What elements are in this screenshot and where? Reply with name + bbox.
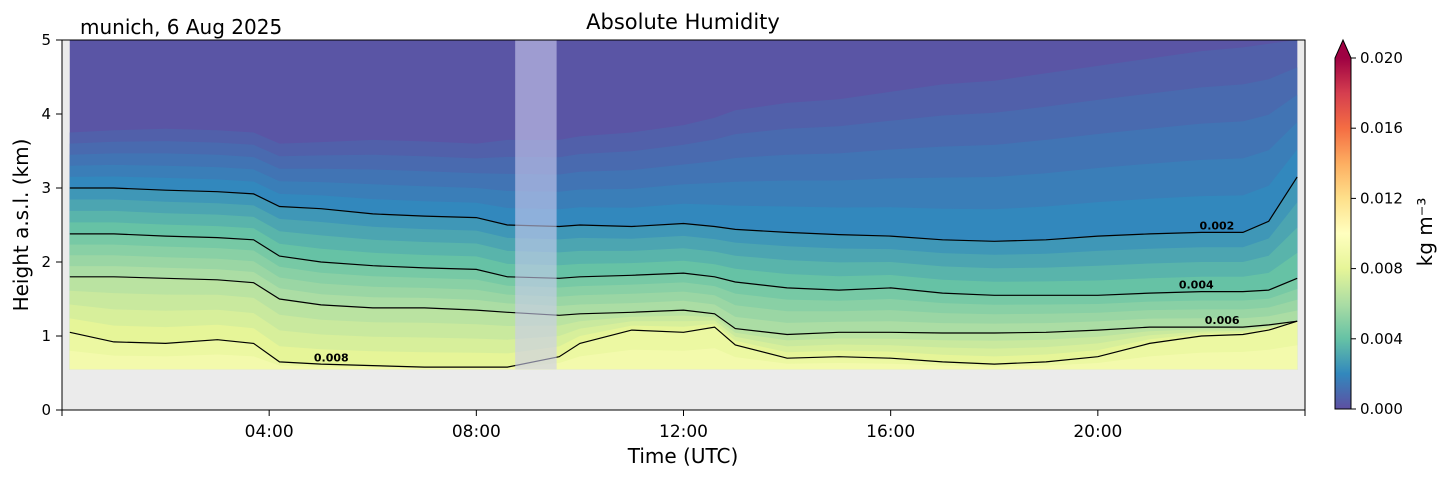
y-axis: 0 1 2 3 4 5 [41, 31, 62, 419]
x-tick-label: 12:00 [659, 422, 708, 442]
colorbar-tick-label: 0.004 [1360, 330, 1403, 348]
contour-label: 0.008 [314, 351, 349, 364]
colorbar-extend-arrow [1335, 40, 1351, 58]
x-tick-label: 16:00 [866, 422, 915, 442]
colorbar-tick-label: 0.000 [1360, 400, 1403, 418]
y-tick-label: 5 [41, 31, 51, 49]
contour-line [69, 176, 1298, 242]
y-tick-label: 1 [41, 327, 51, 345]
contour-label: 0.002 [1200, 219, 1235, 232]
humidity-field [69, 40, 1298, 370]
colorbar-label: kg m⁻³ [1413, 198, 1437, 267]
y-tick-label: 0 [41, 401, 51, 419]
colorbar-tick-label: 0.016 [1360, 119, 1403, 137]
y-tick-label: 3 [41, 179, 51, 197]
contour-label: 0.006 [1205, 314, 1240, 327]
x-axis-label: Time (UTC) [627, 444, 739, 468]
contour-lines: 0.002 0.004 0.006 0.008 [69, 176, 1298, 368]
contour-line [69, 276, 1298, 336]
x-tick-label: 04:00 [245, 422, 294, 442]
y-tick-label: 2 [41, 253, 51, 271]
colorbar-frame [1334, 38, 1352, 410]
colorbar: 0.000 0.004 0.008 0.012 0.016 0.020 [1334, 38, 1403, 418]
contour-label: 0.004 [1179, 279, 1214, 292]
contour-line [69, 320, 1298, 368]
y-axis-label: Height a.s.l. (km) [9, 139, 33, 312]
x-axis: 04:00 08:00 12:00 16:00 20:00 [61, 410, 1306, 442]
contour-line [69, 233, 1298, 296]
chart-title: Absolute Humidity [586, 10, 780, 34]
missing-data-band [515, 40, 557, 370]
colorbar-tick-label: 0.020 [1360, 49, 1403, 67]
field-band [69, 321, 1298, 370]
chart-subtitle: munich, 6 Aug 2025 [80, 15, 282, 39]
colorbar-gradient [1335, 58, 1351, 409]
x-tick-label: 20:00 [1073, 422, 1122, 442]
field-band [69, 345, 1298, 370]
y-tick-label: 4 [41, 105, 51, 123]
x-tick-label: 08:00 [452, 422, 501, 442]
colorbar-tick-label: 0.008 [1360, 260, 1403, 278]
colorbar-tick-label: 0.012 [1360, 189, 1403, 207]
